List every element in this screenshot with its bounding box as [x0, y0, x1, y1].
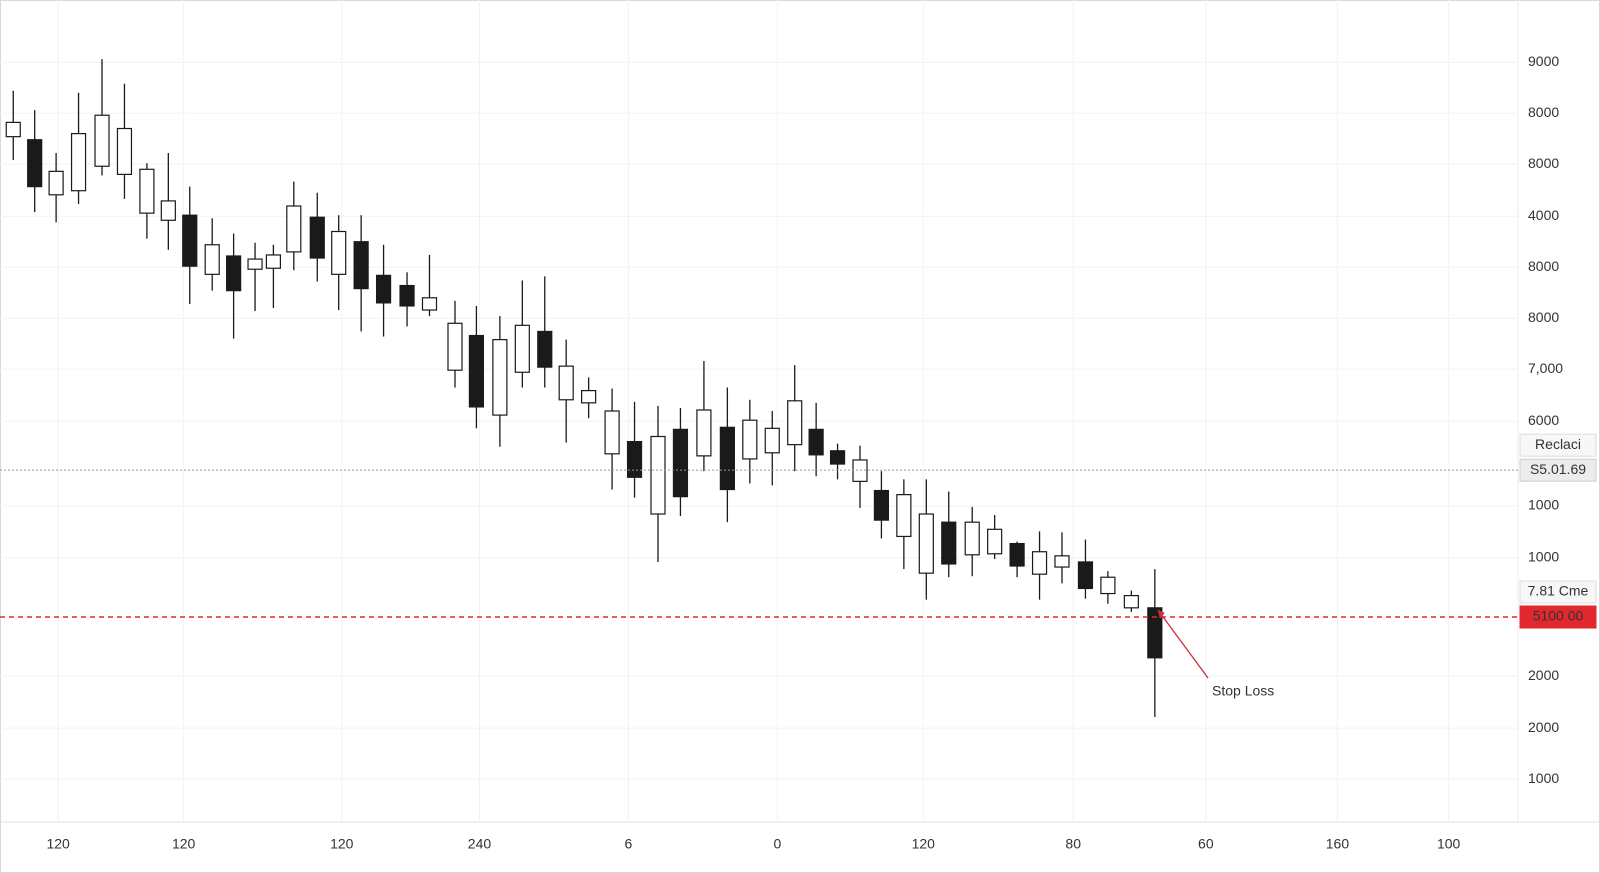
candle-body [1031, 551, 1048, 575]
candle-body [1147, 607, 1163, 659]
candle-body [742, 419, 758, 460]
y-tick-label: 2000 [1528, 719, 1559, 735]
x-tick-label: 120 [330, 836, 354, 852]
annotation-arrowhead [1157, 609, 1165, 619]
price-caption: 7.81 Cme [1528, 583, 1589, 599]
x-tick-label: 80 [1065, 836, 1081, 852]
candle-body [353, 241, 369, 290]
candle-body [581, 390, 597, 404]
candle-body [1077, 561, 1094, 590]
candle-body [852, 459, 868, 482]
candle-body [696, 409, 712, 457]
x-tick-label: 6 [625, 836, 633, 852]
x-tick-label: 120 [46, 836, 70, 852]
candle-body [116, 127, 133, 175]
candle-body [987, 528, 1003, 555]
x-tick-label: 100 [1437, 836, 1461, 852]
y-tick-label: 1000 [1528, 497, 1559, 513]
y-tick-label: 9000 [1528, 53, 1559, 69]
price-caption: Reclaci [1535, 436, 1581, 452]
candle-body [964, 521, 980, 556]
y-tick-label: 8000 [1528, 104, 1559, 120]
price-label-box [1519, 605, 1597, 629]
price-label-box [1519, 458, 1597, 482]
y-tick-label: 1000 [1528, 770, 1559, 786]
candle-body [204, 244, 220, 275]
candle-body [399, 284, 415, 307]
caption-box [1519, 433, 1597, 457]
candle-body [309, 216, 325, 259]
candle-body [139, 168, 155, 214]
candle-body [537, 330, 553, 368]
candle-body [558, 365, 574, 401]
y-tick-label: 8000 [1528, 155, 1559, 171]
price-label: S5.01.69 [1530, 461, 1586, 477]
candle-body [808, 428, 824, 456]
candle-body [1100, 576, 1116, 595]
candle-body [48, 170, 64, 196]
x-tick-label: 60 [1198, 836, 1214, 852]
candle-body [672, 428, 689, 498]
annotation-arrow [1157, 609, 1209, 679]
candle-body [421, 297, 438, 311]
candle-body [787, 400, 803, 446]
y-tick-label: 7,000 [1528, 360, 1563, 376]
y-tick-label: 1000 [1528, 549, 1559, 565]
candle-body [286, 205, 302, 253]
candle-body [492, 339, 508, 416]
candle-body [514, 324, 530, 373]
x-tick-label: 160 [1326, 836, 1350, 852]
annotation-text: Stop Loss [1212, 683, 1274, 699]
candle-body [604, 410, 620, 455]
candle-body [94, 114, 110, 167]
candle-body [247, 258, 263, 270]
candle-body [265, 254, 282, 269]
x-tick-label: 240 [468, 836, 492, 852]
caption-box [1519, 580, 1597, 604]
y-tick-label: 8000 [1528, 258, 1559, 274]
candle-body [70, 133, 87, 192]
candle-body [873, 489, 890, 521]
candle-body [1009, 542, 1025, 567]
candle-body [719, 426, 735, 491]
candle-body [829, 450, 846, 465]
candle-body [1054, 555, 1070, 568]
price-label: 5100 00 [1533, 608, 1584, 624]
candle-body [896, 494, 912, 538]
candle-body [447, 322, 463, 371]
candle-body [27, 139, 43, 188]
candle-body [182, 214, 198, 267]
candle-body [1123, 594, 1139, 609]
candle-body [5, 121, 21, 138]
candle-body [160, 200, 176, 221]
x-tick-label: 0 [773, 836, 781, 852]
candle-body [650, 435, 666, 515]
y-tick-label: 6000 [1528, 412, 1559, 428]
candle-body [375, 274, 392, 304]
x-tick-label: 120 [172, 836, 196, 852]
candle-body [331, 230, 347, 275]
y-tick-label: 4000 [1528, 207, 1559, 223]
candle-body [941, 521, 957, 565]
candle-body [226, 255, 242, 292]
y-tick-label: 2000 [1528, 667, 1559, 683]
candle-body [468, 334, 485, 408]
candle-body [764, 427, 780, 454]
y-tick-label: 8000 [1528, 309, 1559, 325]
candle-body [918, 513, 934, 574]
candle-body [626, 440, 643, 478]
x-tick-label: 120 [912, 836, 936, 852]
